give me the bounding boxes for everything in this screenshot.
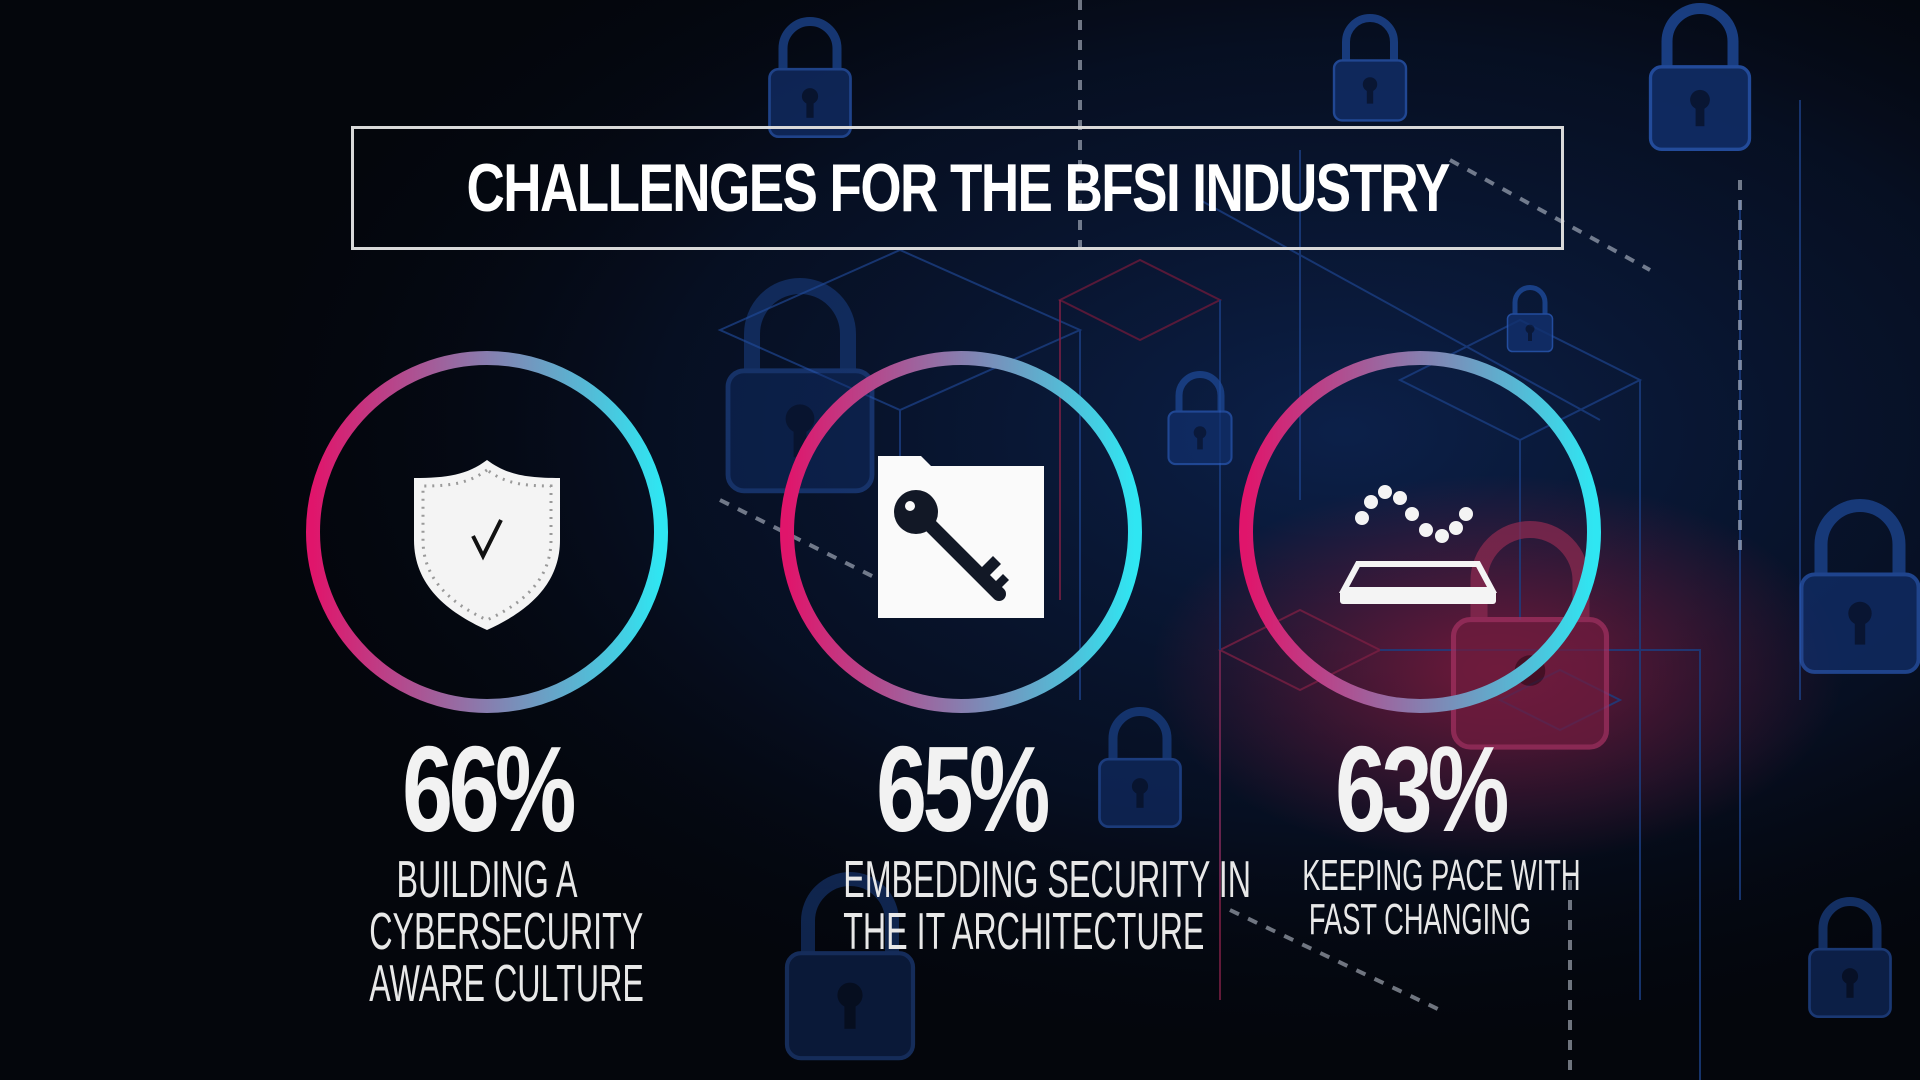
page-title: CHALLENGES FOR THE BFSI INDUSTRY [466,150,1450,226]
stat-label: EMBEDDING SECURITY IN THE IT ARCHITECTUR… [843,851,1252,961]
stat-percent: 63% [1335,721,1509,857]
stat-label-line: KEEPING PACE WITH [1302,851,1581,900]
stat-label: BUILDING A CYBERSECURITY AWARE CULTURE [369,851,644,1013]
stat-label-line: THE IT ARCHITECTURE [843,903,1205,961]
ring-graphic [1239,351,1601,713]
stat-label-line: BUILDING A [396,851,578,909]
stat-card-architecture: 65% EMBEDDING SECURITY IN THE IT ARCHITE… [771,350,1252,961]
ring-graphic [306,351,668,713]
stat-label-line: EMBEDDING SECURITY IN [843,851,1252,909]
stat-percent: 65% [876,721,1050,857]
stat-ring [297,350,677,720]
shield-check-icon [414,460,560,630]
title-box: CHALLENGES FOR THE BFSI INDUSTRY [351,126,1564,250]
stat-ring [771,350,1151,720]
stat-label-line: CYBERSECURITY [369,903,644,961]
stat-card-culture: 66% BUILDING A CYBERSECURITY AWARE CULTU… [297,350,677,1010]
stat-label: KEEPING PACE WITH FAST CHANGING [1302,851,1581,944]
stat-label-line: FAST CHANGING [1308,895,1532,944]
stat-percent: 66% [402,721,576,857]
stat-ring [1230,350,1610,720]
key-card-icon [878,456,1044,618]
stat-card-pace: 63% KEEPING PACE WITH FAST CHANGING [1230,350,1610,942]
ring-graphic [780,351,1142,713]
tablet-wave-icon [1338,485,1498,604]
stat-label-line: AWARE CULTURE [369,955,644,1013]
